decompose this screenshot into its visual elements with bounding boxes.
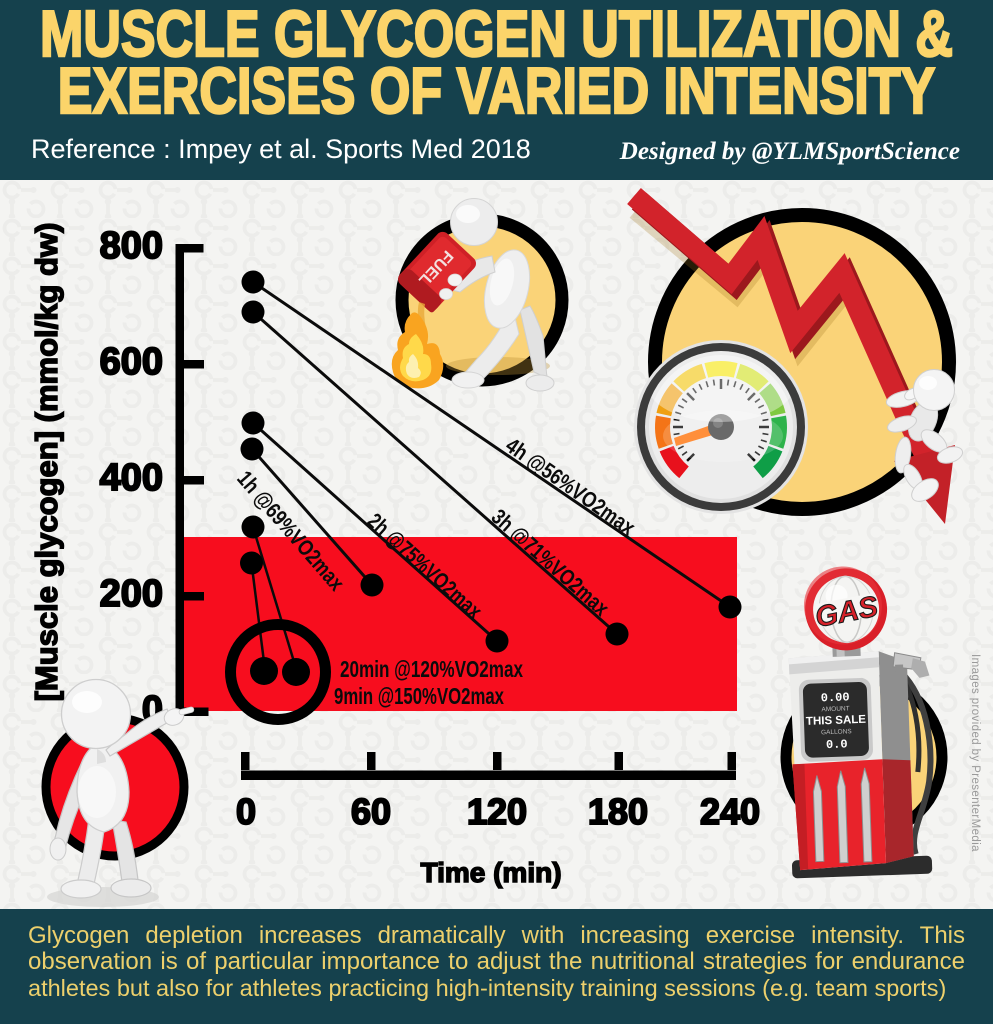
svg-text:120: 120	[467, 791, 527, 832]
svg-text:GALLONS: GALLONS	[821, 728, 853, 736]
svg-text:60: 60	[351, 791, 391, 832]
svg-text:240: 240	[700, 791, 760, 832]
svg-text:180: 180	[588, 791, 648, 832]
svg-text:20min @120%VO2max: 20min @120%VO2max	[340, 656, 523, 682]
svg-text:Time (min): Time (min)	[420, 857, 561, 888]
svg-text:THIS SALE: THIS SALE	[806, 714, 867, 728]
svg-text:AMOUNT: AMOUNT	[821, 705, 849, 713]
svg-text:600: 600	[100, 341, 163, 383]
svg-text:2h @75%VO2max: 2h @75%VO2max	[363, 508, 488, 624]
svg-text:800: 800	[100, 225, 163, 267]
svg-text:200: 200	[100, 573, 163, 615]
svg-text:0: 0	[236, 791, 256, 832]
svg-text:3h @71%VO2max: 3h @71%VO2max	[487, 504, 615, 621]
svg-text:Images provided by PresenterMe: Images provided by PresenterMedia	[969, 654, 981, 852]
svg-text:[Muscle glycogen] (mmol/kg dw): [Muscle glycogen] (mmol/kg dw)	[29, 223, 64, 702]
svg-text:0.00: 0.00	[821, 690, 850, 705]
svg-text:400: 400	[100, 457, 163, 499]
svg-text:0.0: 0.0	[826, 737, 848, 752]
svg-text:9min @150%VO2max: 9min @150%VO2max	[334, 683, 504, 709]
